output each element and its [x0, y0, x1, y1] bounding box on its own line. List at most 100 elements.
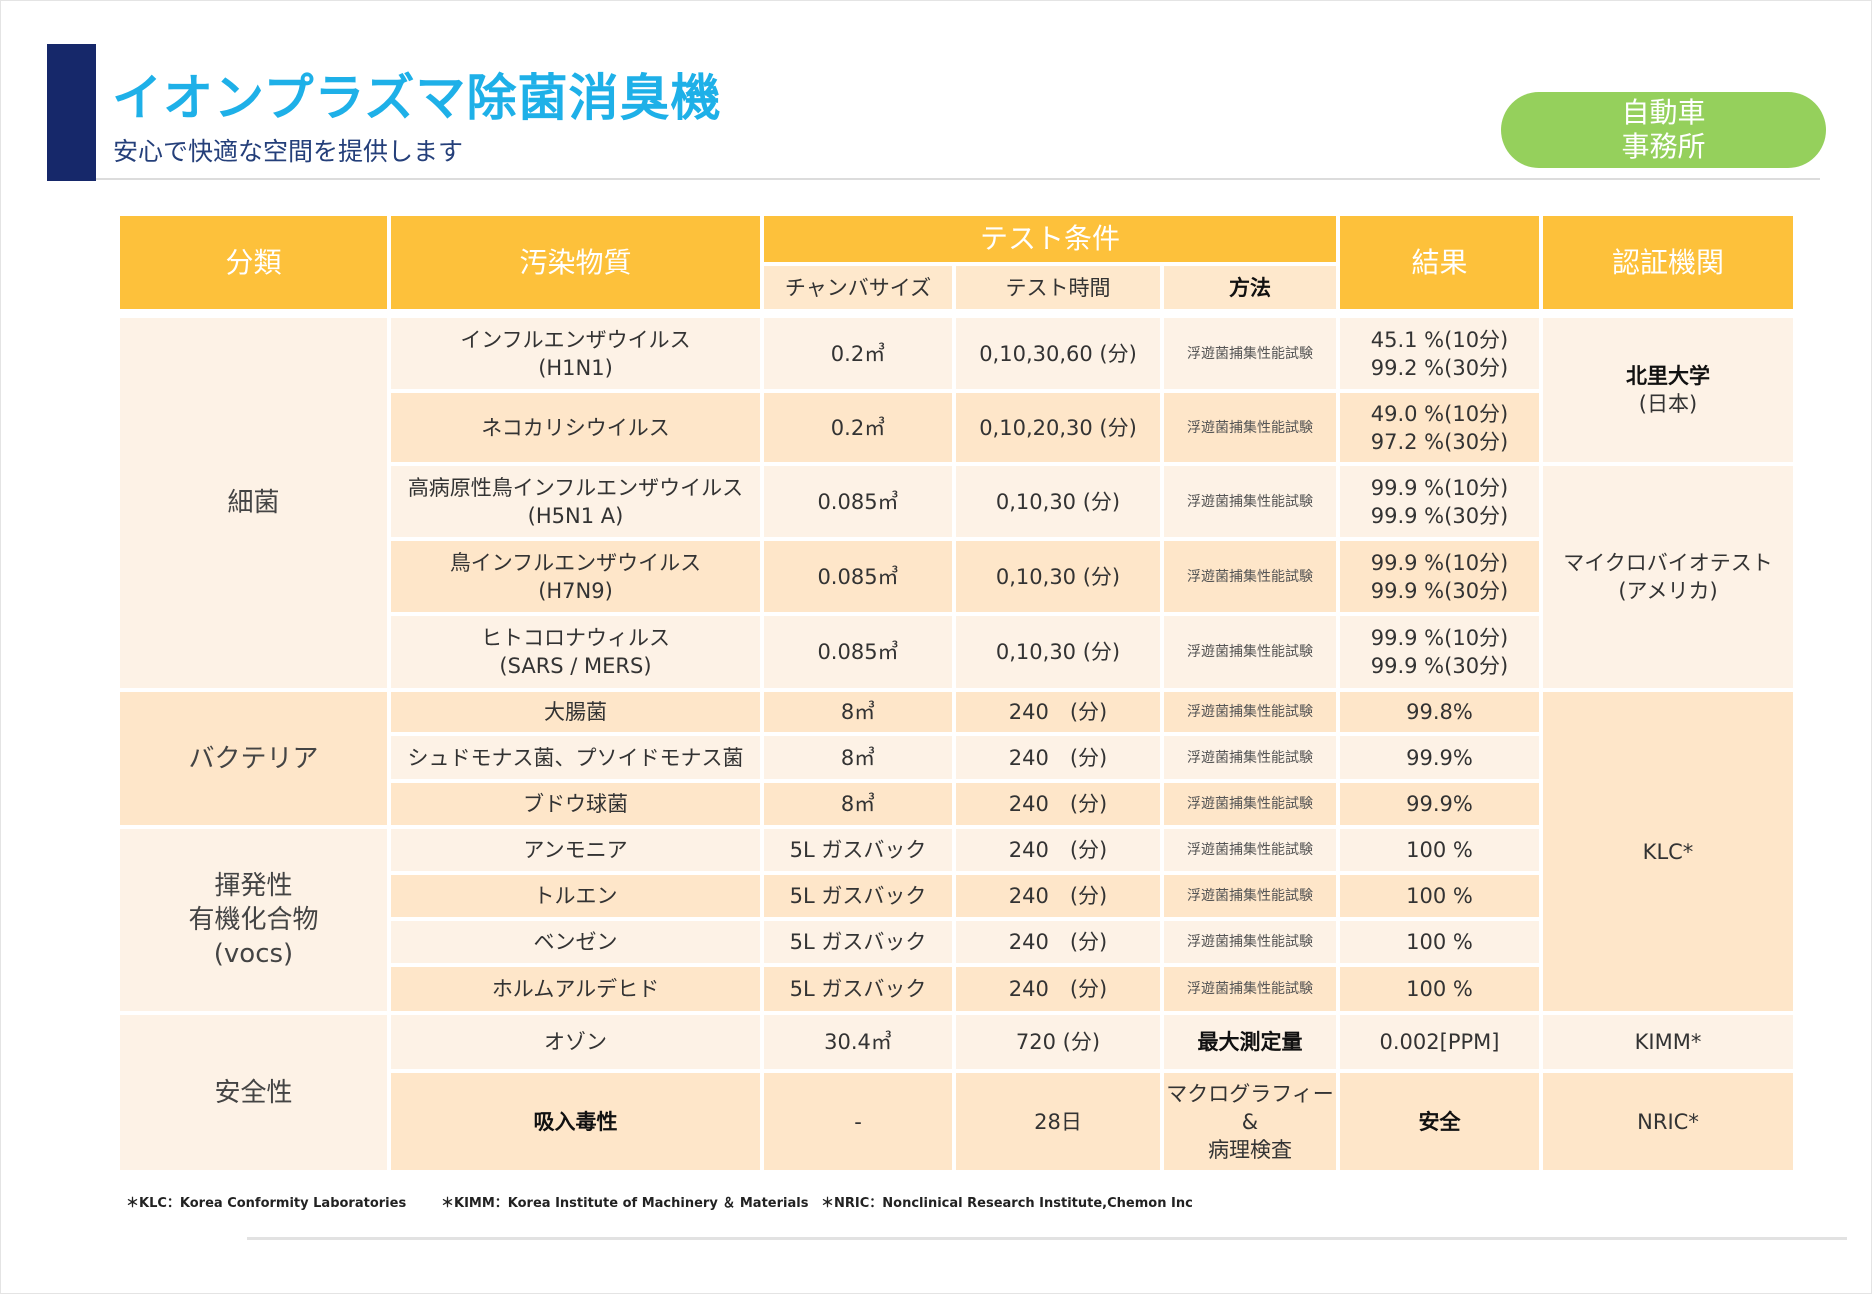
pollutant-cell: トルエン — [389, 873, 762, 919]
certifier-name: KLC* — [1642, 839, 1694, 864]
pollutant-cell: ホルムアルデヒド — [389, 965, 762, 1013]
method-cell: 浮遊菌捕集性能試験 — [1162, 464, 1338, 539]
pollutant-cell: シュドモナス菌、プソイドモナス菌 — [389, 734, 762, 781]
time-cell: 0,10,20,30 (分) — [954, 391, 1162, 464]
chamber-cell: 8㎥ — [762, 734, 954, 781]
result-cell: 49.0 %(10分) 97.2 %(30分) — [1338, 391, 1541, 464]
result-value: 99.9 %(30分) — [1370, 578, 1509, 603]
method-cell: 浮遊菌捕集性能試験 — [1162, 827, 1338, 873]
pollutant-name: インフルエンザウイルス — [460, 327, 691, 352]
method-cell: 最大測定量 — [1162, 1013, 1338, 1071]
method-line: マクログラフィー — [1166, 1081, 1334, 1106]
chamber-cell: 5L ガスバック — [762, 873, 954, 919]
header-test-time: テスト時間 — [954, 264, 1162, 311]
header-chamber-size: チャンバサイズ — [762, 264, 954, 311]
pollutant-cell: ネコカリシウイルス — [389, 391, 762, 464]
method-cell: 浮遊菌捕集性能試験 — [1162, 391, 1338, 464]
chamber-cell: 0.085㎥ — [762, 614, 954, 690]
result-value: 49.0 %(10分) — [1370, 401, 1509, 426]
certifier-name: KIMM* — [1634, 1030, 1702, 1054]
category-pill: 自動車 事務所 — [1501, 92, 1826, 168]
pollutant-code: (SARS / MERS) — [499, 654, 652, 678]
footnote-klc: ＊KLC：Korea Conformity Laboratories — [126, 1196, 407, 1211]
pollutant-code: (H7N9) — [538, 578, 613, 603]
footnote-kimm: ＊KIMM：Korea Institute of Machinery ＆ Mat… — [441, 1196, 809, 1211]
time-cell: 28日 — [954, 1071, 1162, 1172]
chamber-cell: 0.2㎥ — [762, 391, 954, 464]
category-label: 安全性 — [214, 1077, 293, 1108]
result-cell: 99.9% — [1338, 781, 1541, 827]
certifier-country: (日本) — [1638, 392, 1698, 416]
chamber-cell: 0.085㎥ — [762, 464, 954, 539]
category-virus: 細菌 — [118, 316, 389, 690]
chamber-cell: 5L ガスバック — [762, 965, 954, 1013]
certifier-kitasato: 北里大学 (日本) — [1541, 316, 1795, 464]
header-category: 分類 — [118, 214, 389, 311]
result-value: 99.9 %(10分) — [1370, 475, 1509, 500]
result-cell: 99.9% — [1338, 734, 1541, 781]
method-cell: 浮遊菌捕集性能試験 — [1162, 873, 1338, 919]
pollutant-cell: 鳥インフルエンザウイルス (H7N9) — [389, 539, 762, 614]
chamber-cell: 0.2㎥ — [762, 316, 954, 391]
pollutant-code: (H1N1) — [538, 355, 613, 380]
result-cell: 45.1 %(10分) 99.2 %(30分) — [1338, 316, 1541, 391]
time-cell: 240 (分) — [954, 781, 1162, 827]
result-cell: 100 % — [1338, 965, 1541, 1013]
result-value: 99.9 %(30分) — [1370, 503, 1509, 528]
certifier-name: 北里大学 — [1626, 364, 1710, 388]
method-cell: 浮遊菌捕集性能試験 — [1162, 734, 1338, 781]
accent-bar — [47, 44, 96, 181]
time-cell: 240 (分) — [954, 919, 1162, 965]
chamber-cell: 0.085㎥ — [762, 539, 954, 614]
pollutant-cell: ヒトコロナウィルス (SARS / MERS) — [389, 614, 762, 690]
certifier-klc: KLC* — [1541, 690, 1795, 1013]
chamber-cell: 5L ガスバック — [762, 827, 954, 873]
method-cell: 浮遊菌捕集性能試験 — [1162, 919, 1338, 965]
category-pill-line2: 事務所 — [1621, 130, 1706, 163]
pollutant-cell: ブドウ球菌 — [389, 781, 762, 827]
chamber-cell: 30.4㎥ — [762, 1013, 954, 1071]
time-cell: 0,10,30 (分) — [954, 464, 1162, 539]
page-title: イオンプラズマ除菌消臭機 — [112, 69, 722, 127]
method-cell: 浮遊菌捕集性能試験 — [1162, 614, 1338, 690]
result-value: 97.2 %(30分) — [1370, 429, 1509, 454]
category-label: 揮発性 — [214, 871, 293, 901]
certifier-microbiotest: マイクロバイオテスト (アメリカ) — [1541, 464, 1795, 690]
category-label: バクテリア — [188, 743, 319, 774]
time-cell: 0,10,30 (分) — [954, 539, 1162, 614]
time-cell: 0,10,30,60 (分) — [954, 316, 1162, 391]
result-cell: 100 % — [1338, 827, 1541, 873]
certifier-nric: NRIC* — [1541, 1071, 1795, 1172]
result-value: 99.2 %(30分) — [1370, 355, 1509, 380]
pollutant-cell: インフルエンザウイルス (H1N1) — [389, 316, 762, 391]
category-label: (vocs) — [213, 939, 294, 969]
header-pollutant: 汚染物質 — [389, 214, 762, 311]
chamber-cell: - — [762, 1071, 954, 1172]
category-vocs: 揮発性 有機化合物 (vocs) — [118, 827, 389, 1013]
chamber-cell: 8㎥ — [762, 690, 954, 734]
category-label: 細菌 — [227, 488, 280, 518]
result-cell: 99.9 %(10分) 99.9 %(30分) — [1338, 539, 1541, 614]
certifier-name: NRIC* — [1637, 1109, 1699, 1134]
method-cell: 浮遊菌捕集性能試験 — [1162, 690, 1338, 734]
time-cell: 240 (分) — [954, 965, 1162, 1013]
result-value: 99.9 %(10分) — [1370, 626, 1509, 650]
method-cell: 浮遊菌捕集性能試験 — [1162, 965, 1338, 1013]
category-pill-line1: 自動車 — [1621, 96, 1706, 129]
header-result: 結果 — [1338, 214, 1541, 311]
method-cell: 浮遊菌捕集性能試験 — [1162, 316, 1338, 391]
certifier-kimm: KIMM* — [1541, 1013, 1795, 1071]
result-value: 45.1 %(10分) — [1370, 327, 1509, 352]
time-cell: 240 (分) — [954, 734, 1162, 781]
result-cell: 0.002[PPM] — [1338, 1013, 1541, 1071]
method-cell: マクログラフィー & 病理検査 — [1162, 1071, 1338, 1172]
result-cell: 99.9 %(10分) 99.9 %(30分) — [1338, 464, 1541, 539]
time-cell: 240 (分) — [954, 827, 1162, 873]
result-value: 99.9 %(10分) — [1370, 550, 1509, 575]
certifier-country: (アメリカ) — [1618, 579, 1718, 603]
pollutant-name: ネコカリシウイルス — [481, 415, 670, 440]
certifier-name: マイクロバイオテスト — [1563, 551, 1773, 575]
result-cell: 安全 — [1338, 1071, 1541, 1172]
result-cell: 99.8% — [1338, 690, 1541, 734]
header-test-conditions: テスト条件 — [762, 214, 1338, 264]
